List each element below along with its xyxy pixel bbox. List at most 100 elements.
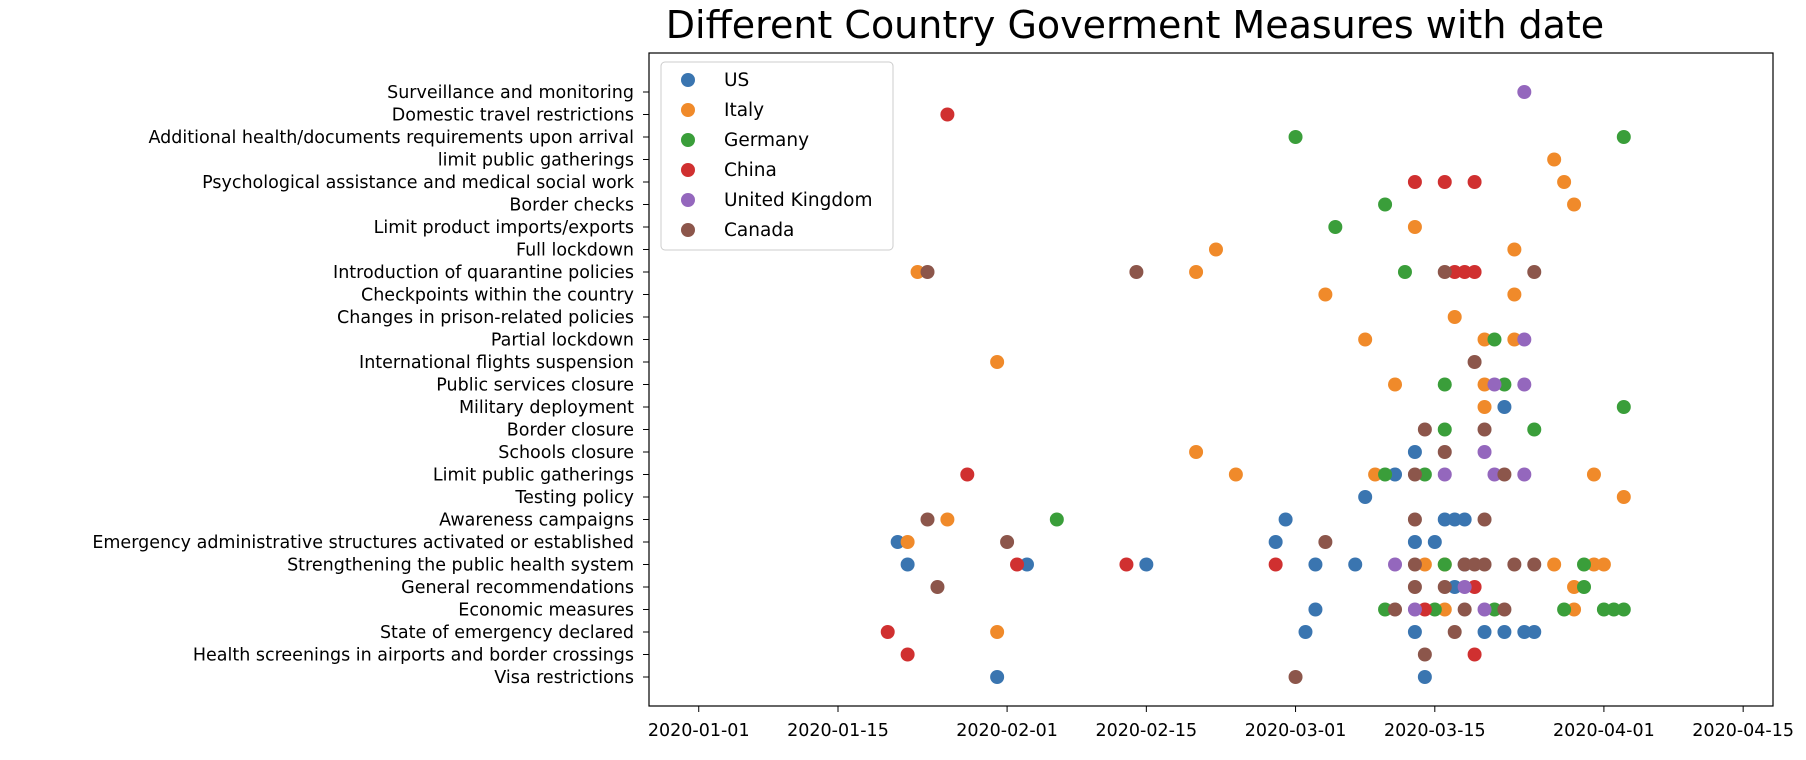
data-point [1298,625,1313,639]
series-canada [920,265,1542,684]
data-point [1517,332,1532,347]
data-point [1407,602,1422,617]
data-point [1437,580,1452,594]
legend-box [660,61,894,251]
data-point [1268,557,1283,572]
legend-label: China [724,160,777,181]
legend-marker [681,133,695,147]
data-point [1487,467,1502,482]
data-point [1417,602,1432,617]
data-point [1417,647,1432,662]
data-point [1467,557,1482,572]
y-tick-label: Public services closure [436,376,634,396]
data-point [1616,490,1631,504]
data-point [990,355,1005,369]
data-point [1577,557,1592,572]
chart-title: Different Country Goverment Measures wit… [666,3,1604,47]
data-point [1437,445,1452,459]
legend-label: Italy [724,100,764,121]
legend-marker [681,223,695,237]
data-point [1358,490,1373,504]
data-point [960,467,975,482]
y-tick-label: General recommendations [401,578,634,598]
data-point [1567,602,1582,617]
data-point [1378,602,1393,617]
y-tick-label: Surveillance and monitoring [387,83,634,103]
data-point [1407,467,1422,482]
data-point [1417,557,1432,572]
data-point [1119,557,1134,572]
data-point [1596,557,1611,572]
data-point [1318,535,1333,549]
y-tick-label: Full lockdown [516,241,634,261]
data-point [1378,467,1393,482]
data-points [880,85,1631,684]
data-point [1487,377,1502,392]
x-tick-label: 2020-03-15 [1384,721,1486,741]
data-point [880,625,895,639]
data-point [1368,467,1383,482]
y-tick-label: limit public gatherings [438,151,634,171]
data-point [1467,175,1482,189]
data-point [1477,557,1492,572]
data-point [1497,467,1512,482]
y-tick-label: Visa restrictions [494,668,634,688]
data-point [1328,220,1343,234]
legend-marker [681,163,695,177]
data-point [1517,377,1532,392]
data-point [1616,400,1631,414]
data-point [1497,602,1512,617]
data-point [1567,580,1582,594]
data-point [1348,557,1363,572]
legend-label: Canada [724,220,794,241]
data-point [1268,535,1283,549]
data-point [1517,467,1532,482]
data-point [1487,602,1502,617]
data-point [1507,557,1522,572]
data-point [1477,400,1492,414]
data-point [890,535,905,549]
data-point [1417,422,1432,437]
data-point [1437,557,1452,572]
legend: US Italy Germany China United Kingdom Canada [660,61,894,251]
legend-label: Germany [724,130,809,151]
data-point [1000,535,1015,549]
data-point [1447,310,1462,324]
data-point [1567,197,1582,212]
data-point [1477,445,1492,459]
x-tick-label: 2020-02-15 [1095,721,1197,741]
y-tick-label: Health screenings in airports and border… [193,646,634,666]
x-tick-label: 2020-01-01 [648,721,750,741]
data-point [1358,332,1373,347]
data-point [1228,467,1243,482]
data-point [1477,602,1492,617]
data-point [1010,557,1025,572]
data-point [1497,377,1512,392]
y-tick-label: Military deployment [459,398,634,418]
data-point [1497,625,1512,639]
x-tick-label: 2020-02-01 [956,721,1058,741]
data-point [1407,220,1422,234]
data-point [1457,512,1472,527]
series-us [890,400,1542,684]
y-tick-label: Psychological assistance and medical soc… [202,173,635,193]
data-point [1397,265,1412,279]
series-italy [900,152,1631,639]
y-axis-ticks [643,91,649,678]
data-point [940,512,955,527]
data-point [1477,422,1492,437]
y-tick-label: State of emergency declared [380,623,634,643]
data-point [1388,467,1403,482]
data-point [1308,602,1323,617]
data-point [1606,602,1621,617]
data-point [1407,445,1422,459]
data-point [1019,557,1034,572]
data-point [1517,625,1532,639]
y-tick-label: Partial lockdown [491,331,634,351]
data-point [1467,265,1482,279]
data-point [1407,557,1422,572]
data-point [920,512,935,527]
y-tick-label: Introduction of quarantine policies [333,263,634,283]
series-united-kingdom [1388,85,1532,617]
